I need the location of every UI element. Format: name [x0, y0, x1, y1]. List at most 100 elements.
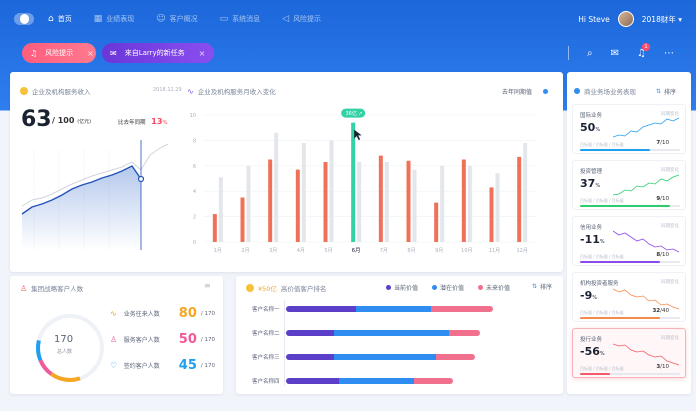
ranking-bar[interactable] [286, 378, 454, 384]
x-tick-label: 8月 [407, 248, 415, 254]
bar-this-year[interactable] [406, 160, 411, 242]
ranking-bar[interactable] [286, 306, 493, 312]
business-card-compare: 同期变化 [661, 224, 679, 229]
bar-this-year[interactable] [268, 159, 273, 242]
close-icon[interactable]: × [87, 48, 94, 58]
bar-this-year[interactable] [323, 161, 328, 242]
avatar[interactable] [617, 11, 634, 27]
business-card[interactable]: 国际业务 同期变化 50% 目标量 / 目标量 / 目标量 7/10 [572, 104, 686, 154]
ranking-title: ¥50亿 高价值客户排名 [246, 283, 326, 293]
notification-icon[interactable]: ♫ 1 [637, 42, 650, 59]
business-title: 商业务场业务表现 [574, 86, 636, 96]
business-card-sparkline [613, 343, 680, 366]
sparkline [613, 117, 680, 138]
fraction-total: /10 [660, 364, 669, 370]
arrow-up-icon: ↗ [358, 111, 362, 117]
business-card[interactable]: 投资管理 同期变化 37% 目标量 / 目标量 / 目标量 9/10 [572, 160, 686, 210]
bar-this-year[interactable] [212, 214, 217, 242]
mail-icon[interactable]: ✉ [610, 47, 620, 59]
y-tick-label: 8 [193, 138, 196, 144]
business-card-foot: 目标量 / 目标量 / 目标量 [580, 254, 624, 259]
nav-item[interactable]: ⌂ 首页 [48, 14, 72, 24]
bar-this-year[interactable] [240, 197, 245, 242]
ranking-bar-segment [286, 354, 335, 360]
nav-item[interactable]: ▭ 系统消息 [220, 14, 261, 24]
monthly-legend: 去年同期值 [502, 87, 549, 96]
business-sort-label: 排序 [664, 89, 677, 96]
legend-item[interactable]: 潜在价值 [432, 283, 464, 292]
metric-value: 80 [178, 306, 197, 321]
tooltip-number: 36 [345, 111, 351, 117]
x-tick-label: 2月 [241, 248, 249, 254]
x-tick-label: 10月 [461, 248, 472, 254]
business-card-progress [580, 317, 680, 319]
monthly-title: ∿ 企业及机构服务月收入变化 [187, 86, 276, 97]
greeting: Hi Steve [578, 14, 610, 24]
legend-item[interactable]: 未来价值 [478, 283, 510, 292]
legend-item[interactable]: 当前价值 [386, 283, 418, 292]
ranking-bar[interactable] [286, 354, 476, 360]
bar-this-year[interactable] [461, 159, 466, 242]
fraction-total: /40 [660, 308, 669, 314]
x-tick-label: 7月 [380, 248, 388, 254]
bar-this-year[interactable] [434, 202, 439, 242]
bar-this-year[interactable] [489, 187, 494, 242]
income-value: 63 [21, 107, 52, 132]
nav-item-label: 系统消息 [232, 15, 261, 23]
income-target-value: / 100 [52, 116, 75, 125]
business-card-progress [580, 205, 680, 207]
bar-last-year [218, 177, 223, 242]
business-card[interactable]: 投行业务 同期变化 -56% 目标量 / 目标量 / 目标量 3/10 [572, 328, 686, 378]
ranking-bar-segment [286, 306, 357, 312]
bar-this-year[interactable] [295, 169, 300, 242]
logo[interactable] [14, 13, 34, 25]
business-card[interactable]: 机构投资者服务 同期变化 -9% 目标量 / 目标量 / 目标量 32/40 [572, 272, 686, 322]
more-icon[interactable]: ⋯ [664, 47, 674, 59]
income-target: / 100 (亿元) [52, 116, 91, 125]
main-panel-top: 企业及机构服务收入 2018.12.29 63 / 100 (亿元) 比去年同期… [10, 72, 563, 272]
heart-icon: ♡ [110, 361, 118, 370]
strategic-metric: ♙ 服务客户人数 50/ 170 [110, 332, 215, 347]
fiscal-year-select[interactable]: 2018财年 ▾ [642, 14, 682, 25]
business-card-value-number: -9 [580, 289, 593, 302]
x-tick-label: 9月 [435, 248, 443, 254]
progress-fill [580, 317, 660, 319]
coin-icon [20, 87, 28, 95]
business-card-sparkline [613, 117, 680, 138]
toolbar-actions: ⌕ ✉ ♫ 1 ⋯ [568, 42, 674, 60]
business-card-foot: 目标量 / 目标量 / 目标量 [580, 142, 624, 147]
tooltip-bg [341, 108, 366, 118]
business-card-foot: 目标量 / 目标量 / 目标量 [580, 366, 624, 371]
bar-this-year[interactable] [378, 155, 383, 242]
sparkline [613, 288, 680, 310]
strategic-title: ♙ 集团战略客户人数 [20, 283, 84, 294]
menu-icon[interactable]: ≡ [204, 281, 211, 290]
legend-label: 未来价值 [486, 285, 511, 292]
ranking-sort[interactable]: ⇅ 排序 [532, 282, 552, 291]
bar-this-year[interactable] [517, 156, 522, 242]
nav-item[interactable]: ◁ 风险提示 [282, 14, 321, 24]
business-card-value-unit: % [595, 127, 601, 133]
business-card-foot: 目标量 / 目标量 / 目标量 [580, 310, 624, 315]
strategic-panel: ♙ 集团战略客户人数 ≡ 170 总人数 ∿ 业务往来人数 80/ 170 ♙ 服务客户… [10, 276, 223, 394]
bar-tooltip: 36亿 ↗ [341, 108, 366, 118]
nav-item[interactable]: ▦ 业绩表现 [94, 14, 135, 24]
ranking-bar[interactable] [286, 330, 480, 336]
nav-item[interactable]: ☺ 客户概况 [156, 14, 197, 24]
risk-chip[interactable]: ♫ 风险提示 × [22, 43, 96, 63]
business-sort[interactable]: ⇅ 排序 [656, 87, 676, 96]
close-icon[interactable]: × [198, 48, 206, 58]
strategic-title-text: 集团战略客户人数 [31, 285, 84, 293]
yoy-unit: % [162, 120, 168, 126]
search-icon[interactable]: ⌕ [587, 47, 593, 59]
ranking-bar-segment [286, 330, 335, 336]
income-line [21, 165, 142, 215]
monthly-bar-chart: 0 2 4 6 8 10 1月 2月 3月 4月 5月 6月 7月 8月 9月 10月 11月 12月 36亿 ↗ [190, 108, 536, 254]
task-chip[interactable]: ✉ 来自Larry的新任务 × [102, 43, 214, 63]
business-card-fraction: 9/10 [656, 196, 669, 202]
x-tick-label: 12月 [516, 248, 527, 254]
business-card[interactable]: 信用业务 同期变化 -11% 目标量 / 目标量 / 目标量 8/10 [572, 216, 686, 266]
bar-highlighted[interactable] [351, 122, 356, 242]
bar-last-year [440, 165, 445, 242]
y-tick-label: 4 [193, 189, 196, 195]
